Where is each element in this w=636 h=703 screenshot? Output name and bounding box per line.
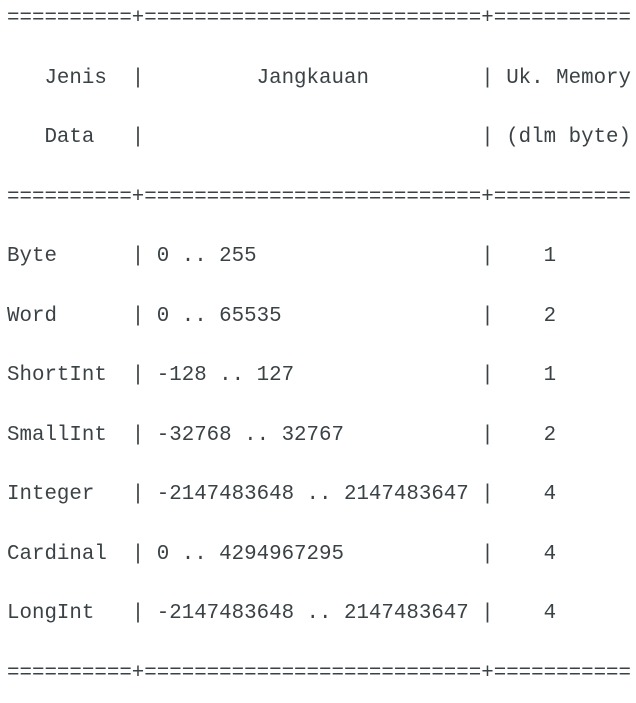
table-row-byte: Byte | 0 .. 255 | 1 <box>7 227 636 287</box>
header-row-line2: Data | | (dlm byte) <box>7 108 636 168</box>
table-row-shortint: ShortInt | -128 .. 127 | 1 <box>7 346 636 406</box>
table-row-longint: LongInt | -2147483648 .. 2147483647 | 4 <box>7 584 636 644</box>
separator-bottom: ==========+===========================+=… <box>7 644 636 703</box>
header-row-line1: Jenis | Jangkauan | Uk. Memory <box>7 49 636 109</box>
table-row-integer: Integer | -2147483648 .. 2147483647 | 4 <box>7 465 636 525</box>
datatype-table: ==========+===========================+=… <box>7 0 636 703</box>
separator-top: ==========+===========================+=… <box>7 0 636 49</box>
table-row-word: Word | 0 .. 65535 | 2 <box>7 287 636 347</box>
table-row-smallint: SmallInt | -32768 .. 32767 | 2 <box>7 406 636 466</box>
table-row-cardinal: Cardinal | 0 .. 4294967295 | 4 <box>7 525 636 585</box>
separator-header: ==========+===========================+=… <box>7 168 636 228</box>
